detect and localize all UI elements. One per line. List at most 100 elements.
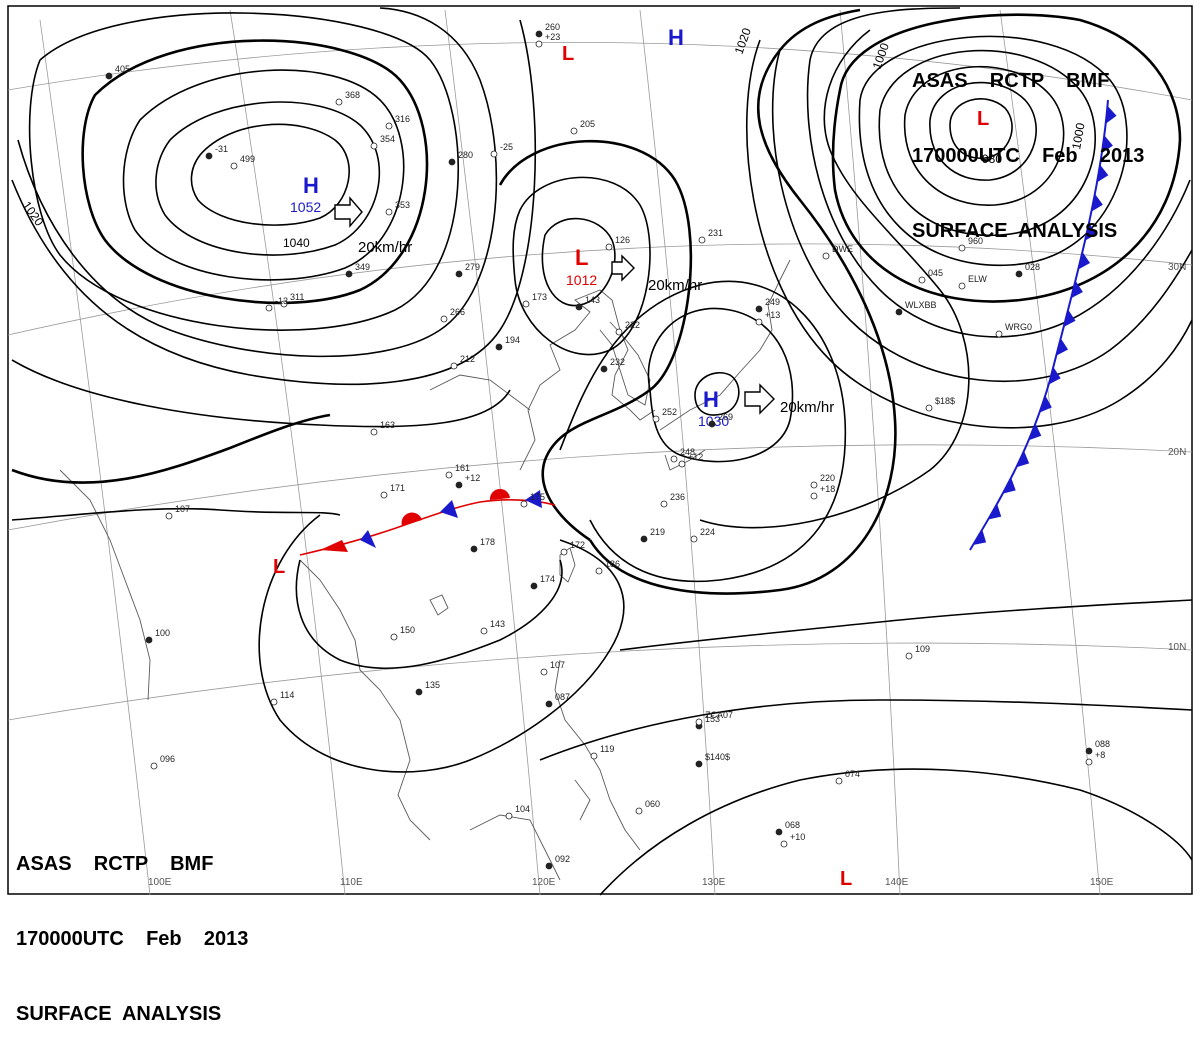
station-value: +12 xyxy=(465,473,480,483)
station-plot: 150 xyxy=(390,625,415,641)
station-marker xyxy=(530,582,538,590)
station-marker xyxy=(205,152,213,160)
station-marker xyxy=(575,303,583,311)
station-value: 104 xyxy=(515,804,530,814)
header-line-2: 170000UTC Feb 2013 xyxy=(912,145,1145,167)
station-value: 175 xyxy=(530,492,545,502)
station-plot: 405 xyxy=(105,64,130,80)
station-marker xyxy=(1085,747,1093,755)
station-plot: 222 xyxy=(615,320,640,336)
high-pressure-siberian: 1052 xyxy=(290,199,321,215)
station-marker xyxy=(810,492,818,500)
station-plot: 087 xyxy=(545,692,570,708)
station-marker xyxy=(345,270,353,278)
isobar-1016-south xyxy=(295,559,563,670)
isobar-1010-south xyxy=(599,768,1193,896)
station-marker xyxy=(415,688,423,696)
station-marker xyxy=(150,762,158,770)
lon-label-140e: 140E xyxy=(885,877,909,888)
station-marker xyxy=(895,308,903,316)
station-value: 119 xyxy=(600,744,614,754)
station-plot: +13 xyxy=(755,310,780,326)
lon-label-100e: 100E xyxy=(148,877,172,888)
station-plot: 163 xyxy=(370,420,395,436)
lat-label-10n: 10N xyxy=(1168,642,1186,653)
high-pressure-japan: 1030 xyxy=(698,413,729,429)
station-marker xyxy=(265,304,273,312)
meridian-130e xyxy=(639,9,716,896)
india-bay xyxy=(59,469,151,701)
station-plot: 143 xyxy=(575,295,600,311)
station-marker xyxy=(470,545,478,553)
station-observations: 405 368 316 280 -25 499 -31 354 353 349 311-13 279 2… xyxy=(105,22,1110,870)
station-marker xyxy=(535,40,543,48)
station-plot: 178 xyxy=(470,537,495,553)
station-value: 205 xyxy=(580,119,595,129)
station-value: 045 xyxy=(928,268,943,278)
isobar-1048 xyxy=(155,101,381,256)
station-marker xyxy=(145,636,153,644)
station-marker xyxy=(822,252,830,260)
station-plot: 349 xyxy=(345,262,370,278)
isobar-label-1000-east: 1000 xyxy=(1069,121,1087,150)
station-value: +13 xyxy=(765,310,780,320)
station-plot: +12 xyxy=(678,452,703,468)
low-center-china: L xyxy=(575,245,588,270)
meridian-110e xyxy=(229,9,346,896)
cold-front-triangle xyxy=(1039,395,1052,413)
station-value: WRG0 xyxy=(1005,322,1032,332)
motion-arrow-siberian-high xyxy=(334,196,363,228)
station-value: 405 xyxy=(115,64,130,74)
meridian-120e xyxy=(444,9,541,896)
station-value: 172 xyxy=(570,540,585,550)
station-value: 231 xyxy=(708,228,723,238)
station-value: 236 xyxy=(670,492,685,502)
station-value: 279 xyxy=(465,262,480,272)
station-marker xyxy=(535,30,543,38)
station-value: 114 xyxy=(280,690,294,700)
station-value: DWE xyxy=(832,244,853,254)
station-value: WLXBB xyxy=(905,300,937,310)
station-marker xyxy=(755,305,763,313)
cold-front-east xyxy=(969,99,1109,551)
station-plot: 212 xyxy=(450,354,475,370)
korea xyxy=(599,321,651,406)
isobar-1008-south xyxy=(539,699,1193,761)
station-marker xyxy=(925,404,933,412)
station-marker xyxy=(455,481,463,489)
station-marker xyxy=(335,98,343,106)
header-title-bottom: ASAS RCTP BMF 170000UTC Feb 2013 SURFACE… xyxy=(16,802,248,1052)
cold-front-triangle xyxy=(1063,309,1076,327)
low-center-northeast: L xyxy=(977,108,989,130)
isobar-1020 xyxy=(11,413,331,484)
isobar-1040 xyxy=(81,39,429,305)
station-plot: 354 xyxy=(370,134,395,150)
header-line-3-bottom: SURFACE ANALYSIS xyxy=(16,1003,222,1025)
station-marker xyxy=(540,668,548,676)
graticule xyxy=(7,9,1193,896)
isobar-996 xyxy=(858,35,1128,267)
isobar-low-1012-inner xyxy=(541,217,616,307)
station-plot: 100 xyxy=(145,628,170,644)
station-plot: 280 xyxy=(448,150,473,166)
indochina xyxy=(299,559,431,841)
station-value: 222 xyxy=(625,320,640,330)
cold-front-triangles xyxy=(973,105,1117,545)
station-plot: 499 xyxy=(230,154,255,170)
header-line-1: ASAS RCTP BMF xyxy=(912,70,1110,92)
station-marker xyxy=(105,72,113,80)
parallel-10n xyxy=(7,642,1193,721)
station-value: 311 xyxy=(290,292,304,302)
station-value: 161 xyxy=(455,463,470,473)
isobar-1004 xyxy=(806,7,1191,338)
isobar-label-980: 980 xyxy=(982,152,1002,166)
header-line-2-bottom: 170000UTC Feb 2013 xyxy=(16,928,249,950)
station-marker xyxy=(775,828,783,836)
station-value: 074 xyxy=(845,769,860,779)
station-plot: 114 xyxy=(270,690,294,706)
station-marker xyxy=(635,807,643,815)
station-plot: 205 xyxy=(570,119,595,135)
motion-arrows xyxy=(334,196,775,415)
cold-front-triangle xyxy=(973,529,987,545)
station-marker xyxy=(640,535,648,543)
